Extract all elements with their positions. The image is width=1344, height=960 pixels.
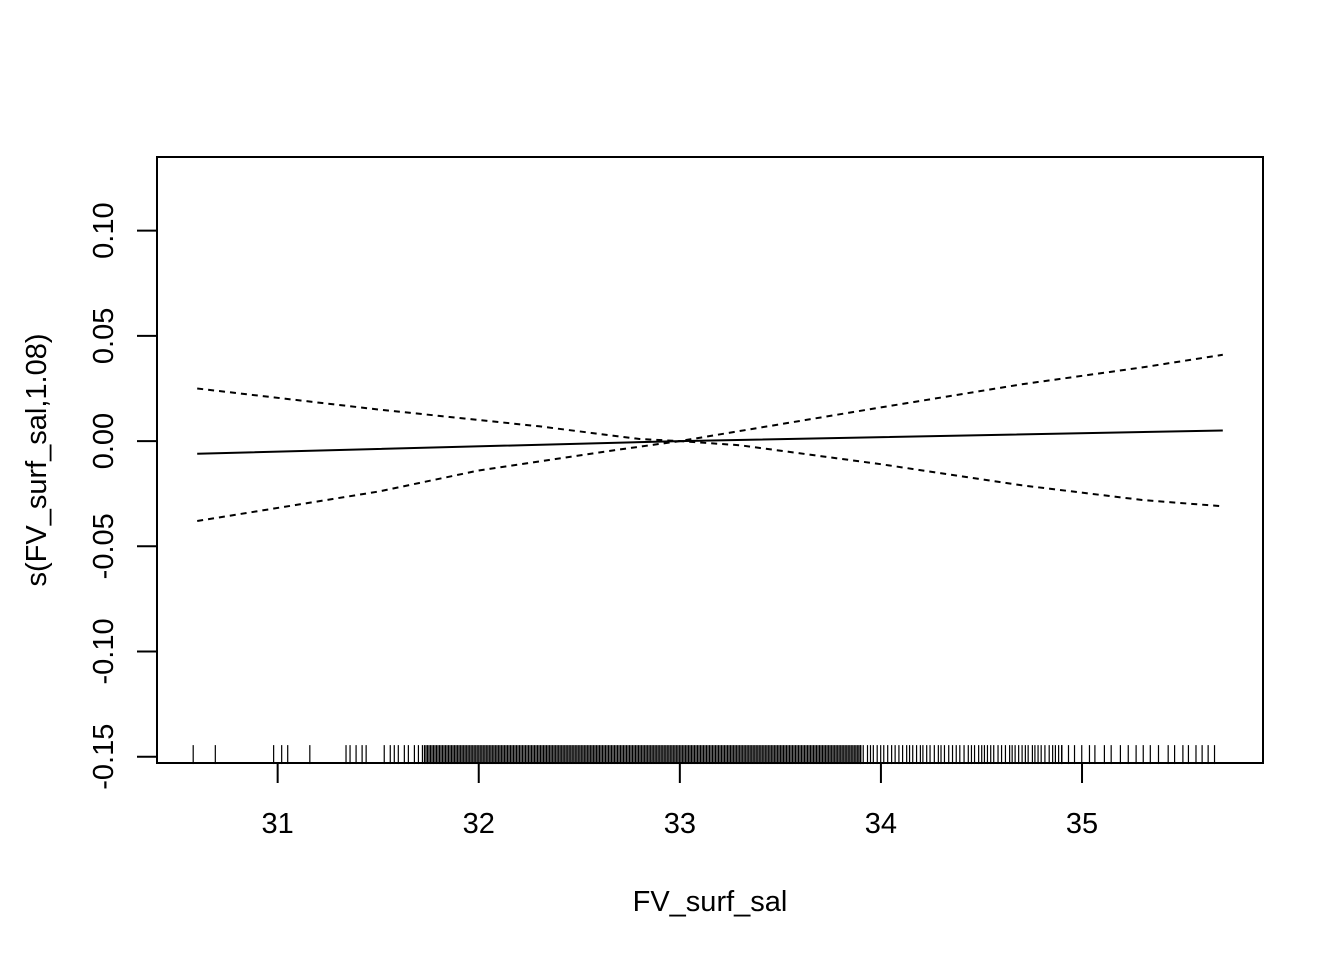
x-axis-title: FV_surf_sal	[633, 886, 788, 918]
y-tick-label: -0.05	[88, 513, 120, 579]
x-tick-label: 33	[664, 808, 696, 840]
smooth-fit-line	[197, 429, 1223, 455]
x-tick-label: 35	[1066, 808, 1098, 840]
y-tick-label: -0.10	[88, 618, 120, 684]
x-tick-label: 34	[865, 808, 897, 840]
y-tick-label: -0.15	[88, 724, 120, 790]
confidence-band-line-2	[197, 353, 1223, 522]
x-tick-label: 31	[262, 808, 294, 840]
x-axis: 31 32 33 34 35	[262, 762, 1098, 840]
rug-ticks	[192, 745, 1216, 765]
y-tick-label: 0.05	[88, 308, 120, 364]
y-tick-label: 0.00	[88, 413, 120, 469]
series-lines	[197, 353, 1223, 522]
confidence-band-line-1	[197, 387, 1223, 508]
y-tick-label: 0.10	[88, 202, 120, 258]
plot-frame	[156, 156, 1264, 764]
y-axis-title: s(FV_surf_sal,1.08)	[21, 333, 53, 586]
x-tick-label: 32	[463, 808, 495, 840]
y-axis: -0.15 -0.10 -0.05 0.00 0.05 0.10	[88, 202, 158, 790]
